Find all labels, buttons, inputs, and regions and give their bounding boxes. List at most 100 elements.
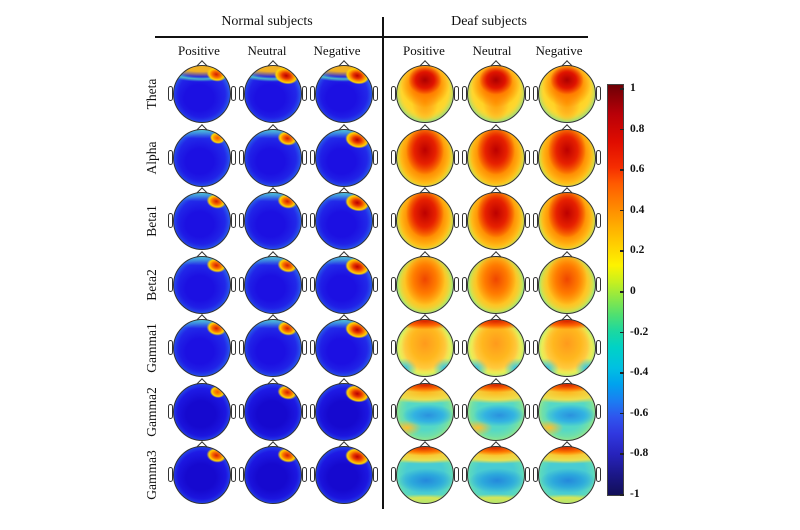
head-ear-right-icon bbox=[596, 213, 601, 228]
topomap-deaf-alpha-neutral bbox=[467, 129, 525, 187]
head-ear-left-icon bbox=[391, 213, 396, 228]
colorbar-tick-label: 0.6 bbox=[630, 163, 645, 176]
topomap-cell bbox=[310, 187, 378, 253]
topomap-cell bbox=[391, 378, 459, 444]
frontal-hotspot bbox=[202, 320, 228, 341]
topomap-normal-theta-neutral bbox=[244, 65, 302, 123]
colorbar-tick-mark bbox=[620, 128, 624, 131]
topomap-deaf-alpha-negative bbox=[538, 129, 596, 187]
head-ear-right-icon bbox=[231, 467, 236, 482]
head-ear-left-icon bbox=[310, 213, 315, 228]
head-ear-right-icon bbox=[454, 404, 459, 419]
head-ear-right-icon bbox=[373, 467, 378, 482]
head-ear-right-icon bbox=[231, 150, 236, 165]
colorbar-tick-mark bbox=[620, 291, 624, 293]
colorbar-tick-mark bbox=[620, 169, 624, 171]
head-ear-left-icon bbox=[310, 404, 315, 419]
topomap-deaf-gamma1-neutral bbox=[467, 319, 525, 377]
colorbar-tick-label: 0.8 bbox=[630, 122, 645, 135]
frontal-hotspot bbox=[273, 130, 299, 151]
topomap-deaf-gamma3-positive bbox=[396, 446, 454, 504]
colorbar-tick-mark bbox=[620, 331, 624, 334]
frontal-hotspot bbox=[206, 130, 227, 147]
head-ear-right-icon bbox=[596, 404, 601, 419]
topomap-cell bbox=[462, 314, 530, 380]
topomap-cell bbox=[533, 251, 601, 317]
head-ear-right-icon bbox=[596, 277, 601, 292]
topomap-cell bbox=[391, 60, 459, 126]
head-ear-right-icon bbox=[231, 86, 236, 101]
topomap-normal-gamma2-neutral bbox=[244, 383, 302, 441]
head-ear-right-icon bbox=[373, 277, 378, 292]
frontal-hotspot bbox=[273, 257, 299, 278]
colorbar-tick-label: -0.2 bbox=[630, 325, 649, 338]
colorbar bbox=[607, 84, 624, 496]
head-ear-left-icon bbox=[391, 340, 396, 355]
head-ear-left-icon bbox=[391, 150, 396, 165]
head-ear-left-icon bbox=[391, 277, 396, 292]
head-ear-right-icon bbox=[302, 150, 307, 165]
topomap-cell bbox=[462, 251, 530, 317]
topomap-cell bbox=[168, 378, 236, 444]
topomap-cell bbox=[239, 441, 307, 507]
head-ear-right-icon bbox=[302, 86, 307, 101]
condition-header-normal-neutral: Neutral bbox=[247, 43, 287, 58]
topomap-normal-alpha-negative bbox=[315, 129, 373, 187]
topomap-normal-alpha-positive bbox=[173, 129, 231, 187]
frontal-hotspot bbox=[340, 384, 371, 409]
topomap-cell bbox=[239, 314, 307, 380]
head-ear-left-icon bbox=[462, 86, 467, 101]
head-ear-left-icon bbox=[168, 213, 173, 228]
head-ear-right-icon bbox=[596, 150, 601, 165]
colorbar-tick-label: -1 bbox=[630, 488, 640, 500]
head-ear-left-icon bbox=[239, 150, 244, 165]
topomap-normal-gamma3-positive bbox=[173, 446, 231, 504]
topomap-normal-theta-negative bbox=[315, 65, 373, 123]
topomap-deaf-theta-negative bbox=[538, 65, 596, 123]
head-ear-left-icon bbox=[533, 467, 538, 482]
topomap-deaf-beta1-positive bbox=[396, 192, 454, 250]
topomap-normal-gamma1-neutral bbox=[244, 319, 302, 377]
topomap-cell bbox=[533, 314, 601, 380]
head-ear-right-icon bbox=[454, 467, 459, 482]
topomap-cell bbox=[168, 60, 236, 126]
group-title-normal: Normal subjects bbox=[221, 14, 313, 29]
topomap-normal-gamma1-positive bbox=[173, 319, 231, 377]
head-ear-left-icon bbox=[310, 467, 315, 482]
head-ear-left-icon bbox=[168, 277, 173, 292]
band-label-gamma3: Gamma3 bbox=[144, 450, 159, 500]
head-ear-left-icon bbox=[310, 277, 315, 292]
topomap-normal-beta2-positive bbox=[173, 256, 231, 314]
topomap-normal-beta1-neutral bbox=[244, 192, 302, 250]
topomap-normal-beta2-neutral bbox=[244, 256, 302, 314]
band-label-gamma2: Gamma2 bbox=[144, 387, 159, 437]
colorbar-tick-mark bbox=[620, 250, 624, 252]
topomap-cell bbox=[310, 314, 378, 380]
topomap-cell bbox=[533, 378, 601, 444]
topomap-deaf-beta2-positive bbox=[396, 256, 454, 314]
band-label-alpha: Alpha bbox=[144, 141, 159, 175]
condition-header-deaf-negative: Negative bbox=[535, 43, 583, 58]
colorbar-tick-label: 0.2 bbox=[630, 244, 645, 257]
head-ear-right-icon bbox=[596, 86, 601, 101]
topomap-cell bbox=[462, 60, 530, 126]
head-ear-right-icon bbox=[596, 340, 601, 355]
band-label-theta: Theta bbox=[144, 78, 159, 110]
head-ear-left-icon bbox=[462, 467, 467, 482]
head-ear-left-icon bbox=[462, 340, 467, 355]
topomap-cell bbox=[239, 378, 307, 444]
topomap-cell bbox=[168, 251, 236, 317]
head-ear-left-icon bbox=[168, 467, 173, 482]
head-ear-left-icon bbox=[168, 404, 173, 419]
head-ear-right-icon bbox=[454, 213, 459, 228]
topomap-cell bbox=[533, 187, 601, 253]
head-ear-left-icon bbox=[391, 404, 396, 419]
band-label-gamma1: Gamma1 bbox=[144, 323, 159, 373]
topomap-cell bbox=[168, 314, 236, 380]
topomap-normal-gamma3-neutral bbox=[244, 446, 302, 504]
head-ear-right-icon bbox=[454, 277, 459, 292]
topomap-normal-gamma3-negative bbox=[315, 446, 373, 504]
head-ear-right-icon bbox=[373, 86, 378, 101]
band-label-beta2: Beta2 bbox=[144, 269, 159, 301]
